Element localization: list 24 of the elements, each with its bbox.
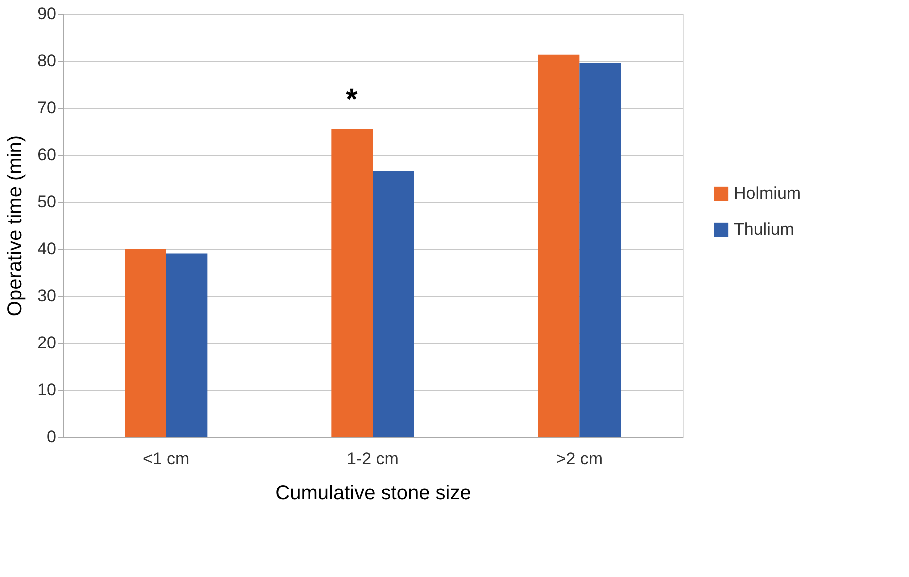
y-tick-label: 60 [38, 146, 56, 164]
y-tick-label: 90 [38, 4, 56, 24]
bar [166, 254, 208, 437]
bar [580, 63, 621, 437]
bar [332, 129, 373, 437]
legend-label: Holmium [734, 184, 802, 203]
y-tick-label: 80 [38, 52, 56, 70]
annotation: * [346, 84, 358, 117]
y-tick-label: 50 [38, 192, 56, 212]
y-tick-label: 70 [38, 98, 56, 118]
x-axis-title: Cumulative stone size [276, 482, 472, 504]
y-tick-label: 10 [38, 380, 56, 400]
y-tick-label: 0 [47, 428, 56, 446]
y-tick-label: 20 [38, 334, 56, 352]
x-tick-label: 1-2 cm [347, 450, 399, 468]
y-axis-title: Operative time (min) [4, 135, 27, 317]
y-tick-label: 40 [38, 240, 56, 258]
bar [373, 171, 414, 437]
bar [538, 54, 580, 437]
bar [125, 249, 166, 437]
x-tick-label: <1 cm [142, 450, 190, 468]
y-tick-label: 30 [38, 286, 56, 306]
legend-label: Thulium [734, 220, 794, 239]
x-tick-label: >2 cm [556, 450, 604, 468]
